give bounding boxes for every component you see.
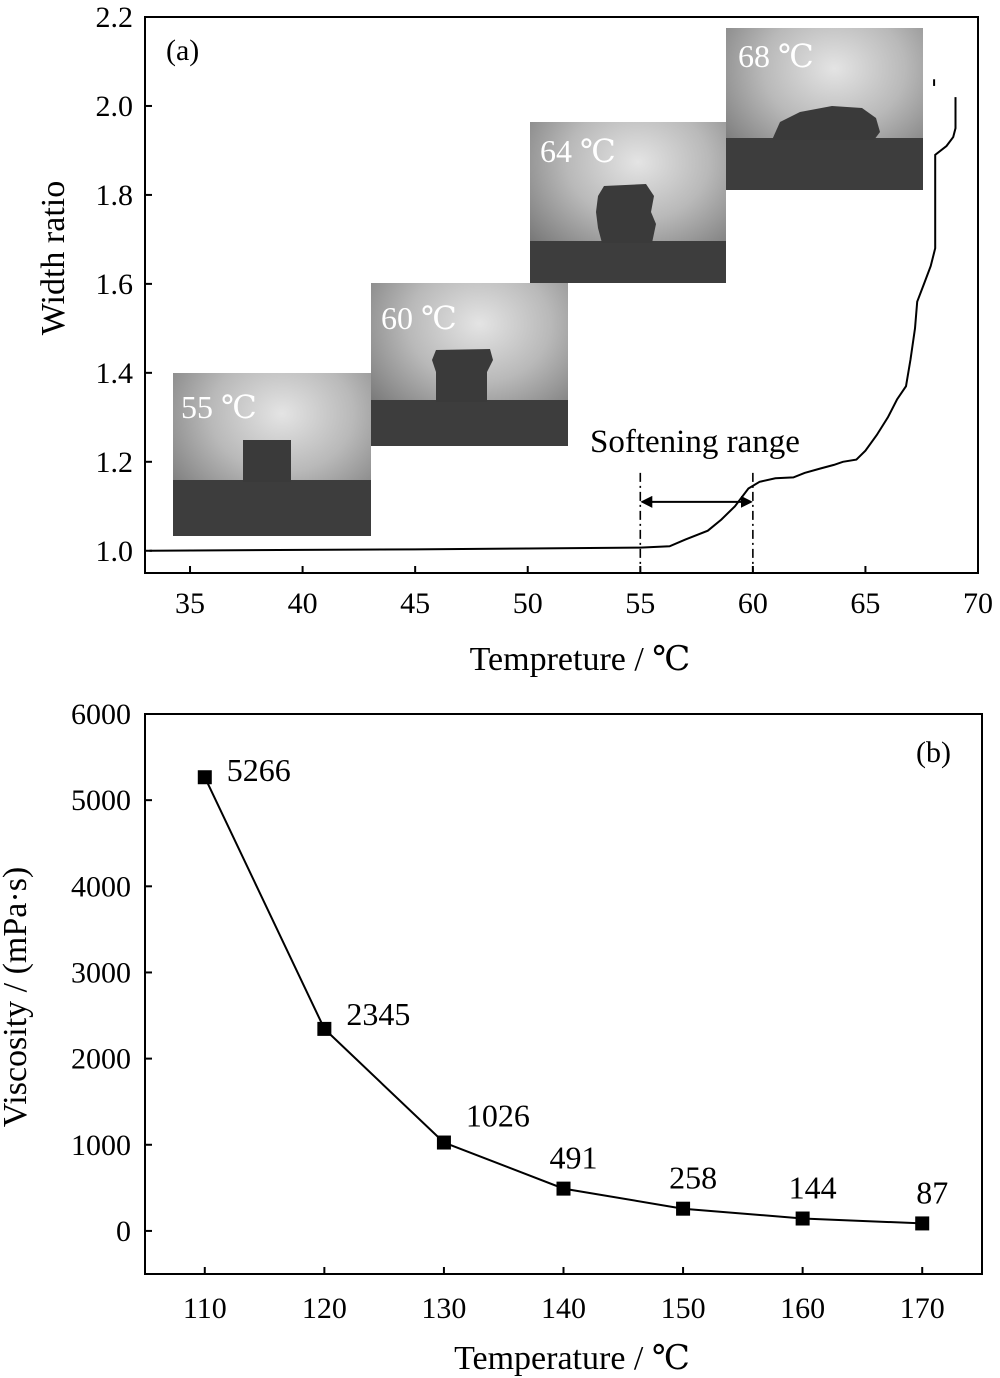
panel-b-x-axis-title: Temperature / ℃ <box>454 1340 690 1377</box>
y-tick-label: 2000 <box>71 1043 131 1076</box>
x-tick-label: 160 <box>780 1292 825 1325</box>
x-tick-label: 35 <box>175 587 205 620</box>
y-tick-label: 5000 <box>71 784 131 817</box>
y-tick-label: 6000 <box>71 698 131 731</box>
y-tick-label: 2.0 <box>96 90 134 123</box>
x-tick-label: 140 <box>541 1292 586 1325</box>
data-label: 2345 <box>346 996 410 1032</box>
panel-a-width-ratio-chart: 55 ℃ 60 ℃ 64 ℃ 68 ℃ (a) Softening range … <box>35 1 993 678</box>
y-tick-label: 1.2 <box>96 446 134 479</box>
x-tick-label: 40 <box>288 587 318 620</box>
sample-photo-64 <box>530 122 726 283</box>
photo-label-60: 60 ℃ <box>381 300 457 336</box>
x-tick-label: 55 <box>625 587 655 620</box>
series-line-width-ratio <box>149 97 957 552</box>
y-tick-label: 3000 <box>71 956 131 989</box>
data-label: 258 <box>669 1160 717 1196</box>
data-label: 491 <box>550 1140 598 1176</box>
data-label: 1026 <box>466 1098 530 1134</box>
data-label: 5266 <box>227 752 291 788</box>
y-tick-label: 1.0 <box>96 535 134 568</box>
data-point <box>915 1216 930 1231</box>
y-tick-label: 4000 <box>71 870 131 903</box>
x-tick-label: 110 <box>183 1292 227 1325</box>
softening-range-label: Softening range <box>590 424 800 460</box>
photo-label-55: 55 ℃ <box>181 389 257 425</box>
y-tick-label: 0 <box>116 1215 131 1248</box>
panel-b-y-axis-title: Viscosity / (mPa·s) <box>0 867 34 1128</box>
x-tick-label: 60 <box>738 587 768 620</box>
x-tick-label: 130 <box>421 1292 466 1325</box>
data-point <box>436 1135 451 1150</box>
y-tick-label: 1.8 <box>96 179 134 212</box>
photo-label-68: 68 ℃ <box>738 38 814 74</box>
panel-b-viscosity-chart: (b) 5266 2345 1026 491 258 144 87 110 120 130 140… <box>0 698 983 1377</box>
x-tick-label: 45 <box>400 587 430 620</box>
sample-photos <box>173 28 923 536</box>
panel-b-tag: (b) <box>916 736 951 769</box>
x-tick-label: 120 <box>302 1292 347 1325</box>
data-point <box>676 1201 691 1216</box>
panel-a-tag: (a) <box>166 34 199 67</box>
sample-photo-68 <box>726 28 923 190</box>
x-tick-label: 150 <box>661 1292 706 1325</box>
y-tick-label: 2.2 <box>96 1 134 34</box>
x-tick-label: 70 <box>963 587 993 620</box>
y-tick-label: 1000 <box>71 1129 131 1162</box>
data-point <box>317 1021 332 1036</box>
panel-a-plot-frame <box>144 16 979 574</box>
data-point <box>197 770 212 785</box>
panel-a-y-axis-title: Width ratio <box>35 181 72 335</box>
data-label: 87 <box>916 1174 948 1210</box>
x-tick-label: 50 <box>513 587 543 620</box>
y-tick-label: 1.4 <box>96 357 134 390</box>
x-tick-label: 170 <box>900 1292 945 1325</box>
data-point <box>795 1211 810 1226</box>
x-tick-label: 65 <box>850 587 880 620</box>
photo-label-64: 64 ℃ <box>540 133 616 169</box>
y-tick-label: 1.6 <box>96 268 134 301</box>
data-label: 144 <box>789 1170 837 1206</box>
sample-photo-60 <box>371 283 568 446</box>
data-point <box>556 1181 571 1196</box>
panel-a-x-axis-title: Tempreture / ℃ <box>470 641 691 678</box>
sample-photo-55 <box>173 373 371 536</box>
